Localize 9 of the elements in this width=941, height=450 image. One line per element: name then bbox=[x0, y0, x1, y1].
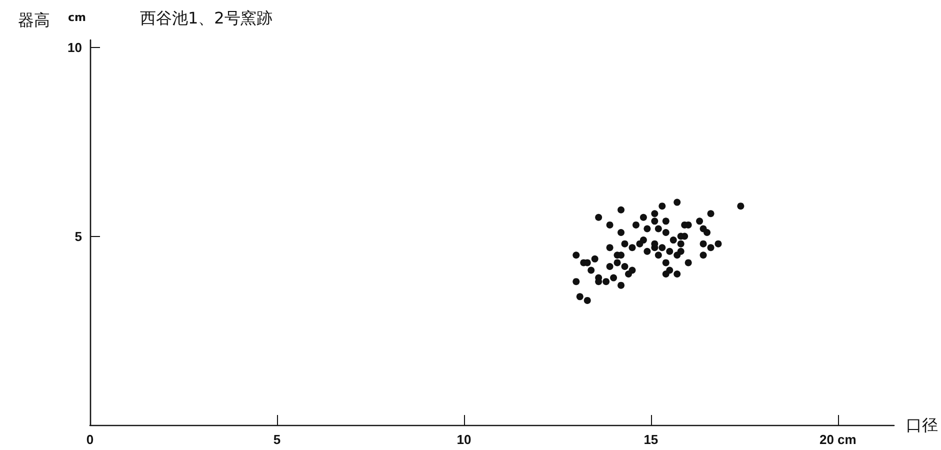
x-tick-label: 15 bbox=[644, 432, 658, 447]
y-axis-title: 器高 bbox=[18, 10, 50, 30]
text: cm bbox=[68, 11, 86, 24]
x-tick-label: 5 bbox=[273, 432, 281, 447]
x-tick-label: 20 cm bbox=[819, 432, 856, 447]
x-axis-title: 口径 bbox=[906, 416, 938, 434]
x-tick-label: 0 bbox=[86, 432, 94, 447]
x-tick-label: 10 bbox=[456, 432, 472, 447]
chart-title: 西谷池1、2号窯跡 bbox=[140, 8, 272, 28]
